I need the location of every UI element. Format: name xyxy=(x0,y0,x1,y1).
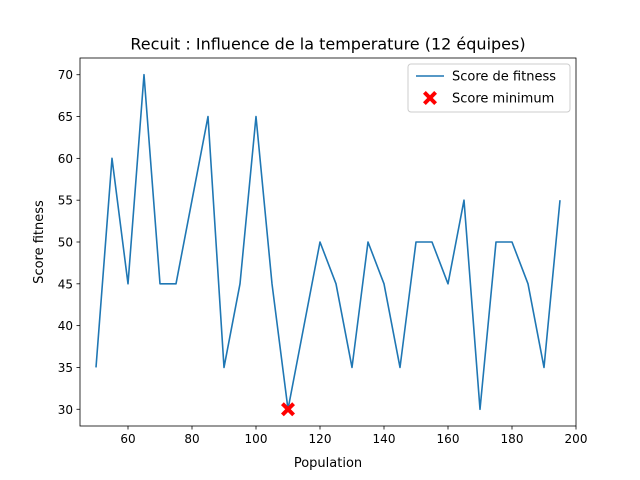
x-tick-label: 100 xyxy=(245,432,268,446)
legend: Score de fitness Score minimum xyxy=(407,63,571,113)
min-score-marker xyxy=(281,402,295,417)
y-axis-label: Score fitness xyxy=(32,200,47,284)
y-tick-label: 35 xyxy=(58,361,73,375)
y-tick-label: 65 xyxy=(58,110,73,124)
x-tick-label: 60 xyxy=(120,432,135,446)
x-axis-label: Population xyxy=(294,456,362,471)
x-tick-label: 200 xyxy=(565,432,588,446)
legend-label-fitness: Score de fitness xyxy=(452,70,556,85)
y-tick-label: 45 xyxy=(58,277,73,291)
legend-marker-swatch xyxy=(423,91,437,105)
x-tick-label: 120 xyxy=(309,432,332,446)
x-tick-label: 180 xyxy=(501,432,524,446)
x-tick-label: 160 xyxy=(437,432,460,446)
x-tick-label: 140 xyxy=(373,432,396,446)
chart-title: Recuit : Influence de la temperature (12… xyxy=(130,35,525,54)
y-tick-label: 50 xyxy=(58,236,73,250)
y-tick-label: 30 xyxy=(58,403,73,417)
plot-area: 60 80 100 120 140 160 180 200 30 35 40 45 50 55 60 65 70 xyxy=(58,57,588,446)
y-tick-label: 40 xyxy=(58,319,73,333)
y-tick-label: 70 xyxy=(58,68,73,82)
legend-label-minimum: Score minimum xyxy=(452,92,554,107)
x-tick-label: 80 xyxy=(184,432,199,446)
series-line xyxy=(95,73,561,411)
y-tick-label: 60 xyxy=(58,152,73,166)
legend-frame xyxy=(407,63,571,113)
y-tick-label: 55 xyxy=(58,194,73,208)
